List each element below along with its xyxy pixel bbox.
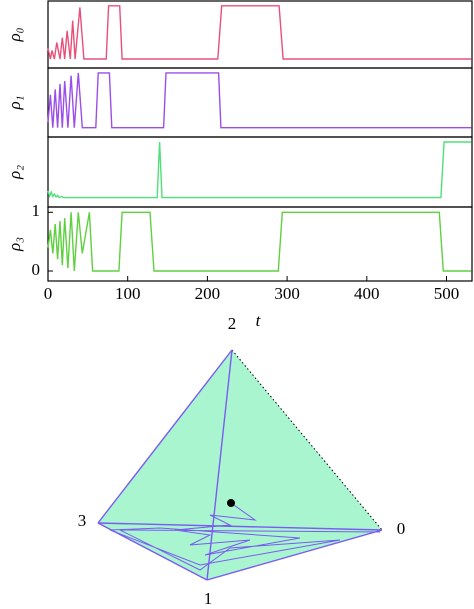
series-line	[47, 72, 472, 129]
vertex-label: 0	[397, 519, 406, 538]
series-line	[47, 5, 472, 60]
vertex-label: 2	[228, 314, 237, 333]
series-line	[47, 211, 472, 272]
x-tick-label: 100	[115, 284, 141, 303]
x-axis-label: t	[256, 311, 262, 330]
y-axis-label: ρ₂	[5, 165, 24, 180]
vertex-label: 1	[204, 589, 213, 608]
simplex-edges	[97, 349, 383, 581]
simplex-face	[98, 350, 382, 580]
series-line	[47, 141, 472, 199]
x-tick-label: 500	[434, 284, 460, 303]
y-axis-label: ρ₃	[5, 237, 24, 252]
panel-frame	[47, 136, 473, 208]
x-tick-label: 200	[195, 284, 221, 303]
x-tick-label: 300	[274, 284, 300, 303]
y-tick-label: 0	[32, 260, 41, 279]
hidden-edge	[231, 349, 383, 531]
y-tick-label: 1	[32, 201, 41, 220]
y-axis-label: ρ₀	[5, 27, 24, 42]
vertex-label: 3	[78, 511, 87, 530]
panel-frame	[47, 206, 473, 282]
y-axis-label: ρ₁	[5, 95, 24, 110]
trajectory	[109, 502, 381, 571]
start-point	[227, 499, 235, 507]
simplex-diagram: 2 3 0 1	[78, 314, 406, 608]
panel-frame	[47, 0, 473, 69]
x-tick-label: 400	[354, 284, 380, 303]
x-tick-label: 0	[44, 284, 53, 303]
